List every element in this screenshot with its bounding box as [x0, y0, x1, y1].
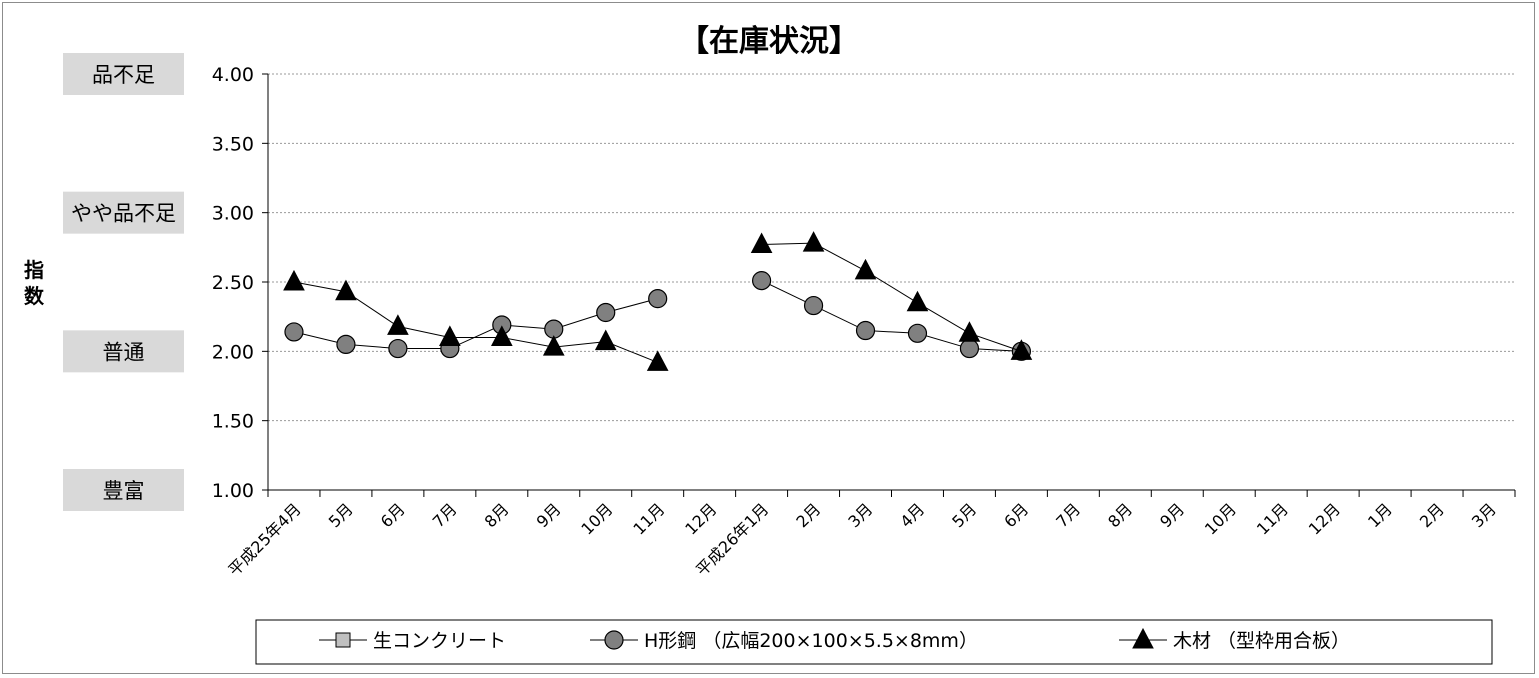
- y-category-label: やや品不足: [71, 202, 176, 226]
- y-category-box: [63, 330, 184, 373]
- x-tick-label: 3月: [1468, 499, 1500, 531]
- x-tick-label: 2月: [792, 499, 824, 531]
- y-category-label: 普通: [103, 340, 145, 364]
- data-point: [604, 630, 624, 650]
- data-point: [1132, 627, 1154, 649]
- y-category-label: 品不足: [92, 63, 155, 87]
- data-point: [335, 279, 357, 301]
- y-tick-label: 3.00: [212, 203, 254, 225]
- data-point: [803, 295, 824, 316]
- data-point: [750, 232, 773, 254]
- x-tick-label: 9月: [1156, 499, 1188, 531]
- data-point: [854, 258, 877, 280]
- data-point: [387, 314, 409, 335]
- legend-label: 生コンクリート: [373, 630, 506, 652]
- series-2: [283, 231, 1033, 371]
- x-tick-label: 7月: [1052, 499, 1084, 531]
- x-tick-label: 5月: [948, 499, 980, 531]
- y-axis-title: 数: [24, 284, 45, 308]
- x-tick-label: 6月: [1000, 499, 1032, 531]
- data-point: [906, 290, 929, 312]
- data-point: [283, 269, 305, 291]
- data-point: [596, 302, 616, 323]
- data-point: [284, 322, 304, 342]
- x-tick-label: 8月: [1104, 499, 1136, 531]
- x-tick-label: 7月: [429, 499, 461, 531]
- y-tick-label: 2.50: [212, 272, 254, 294]
- data-point: [388, 338, 408, 359]
- series-1: [284, 271, 1031, 361]
- legend: 生コンクリート H形鋼 （広幅200×100×5.5×8mm） 木材 （型枠用合板）: [255, 619, 1493, 665]
- x-tick-label: 12月: [1305, 499, 1344, 538]
- data-point: [648, 289, 668, 309]
- x-tick-label: 10月: [577, 499, 616, 538]
- y-tick-label: 2.00: [212, 341, 254, 363]
- data-point: [335, 632, 351, 648]
- y-tick-label: 1.50: [212, 411, 254, 433]
- data-point: [907, 323, 928, 343]
- y-tick-label: 1.00: [212, 480, 254, 502]
- series-line: [761, 242, 1022, 352]
- x-tick-label: 11月: [1253, 499, 1292, 538]
- x-tick-label: 8月: [481, 499, 513, 531]
- x-tick-label: 11月: [629, 499, 668, 538]
- data-point: [594, 329, 617, 351]
- data-point: [959, 338, 980, 359]
- x-tick-label: 12月: [681, 499, 720, 538]
- series-layer: [283, 231, 1033, 371]
- x-tick-label: 4月: [896, 499, 928, 531]
- legend-label: H形鋼 （広幅200×100×5.5×8mm）: [644, 630, 978, 652]
- gridlines: [268, 73, 1515, 422]
- x-tick-label: 9月: [533, 499, 565, 531]
- y-axis-title: 指: [24, 258, 44, 282]
- y-tick-label: 4.00: [212, 64, 254, 86]
- data-point: [439, 325, 461, 346]
- y-category-box: [63, 53, 184, 95]
- data-point: [646, 350, 669, 371]
- data-point: [490, 325, 513, 346]
- legend-label: 木材 （型枠用合板）: [1173, 630, 1350, 652]
- data-point: [855, 320, 876, 341]
- data-point: [1010, 339, 1033, 360]
- x-tick-label: 2月: [1416, 499, 1448, 531]
- x-tick-label: 10月: [1201, 499, 1240, 538]
- y-tick-label: 3.50: [212, 133, 254, 155]
- x-tick-label: 平成25年4月: [225, 499, 305, 579]
- chart-title: 【在庫状況】: [679, 24, 859, 59]
- data-point: [802, 231, 825, 252]
- y-category-label: 豊富: [103, 479, 145, 503]
- y-category-box: [63, 469, 184, 511]
- x-tick-label: 5月: [325, 499, 357, 531]
- data-point: [336, 334, 356, 354]
- data-point: [542, 335, 565, 356]
- x-tick-label: 3月: [844, 499, 876, 531]
- y-category-box: [63, 191, 184, 234]
- data-point: [752, 271, 772, 291]
- x-tick-label: 1月: [1364, 499, 1396, 531]
- data-point: [958, 321, 981, 342]
- legend-box: [255, 619, 1493, 665]
- series-line: [761, 280, 1022, 352]
- x-tick-label: 6月: [377, 499, 409, 531]
